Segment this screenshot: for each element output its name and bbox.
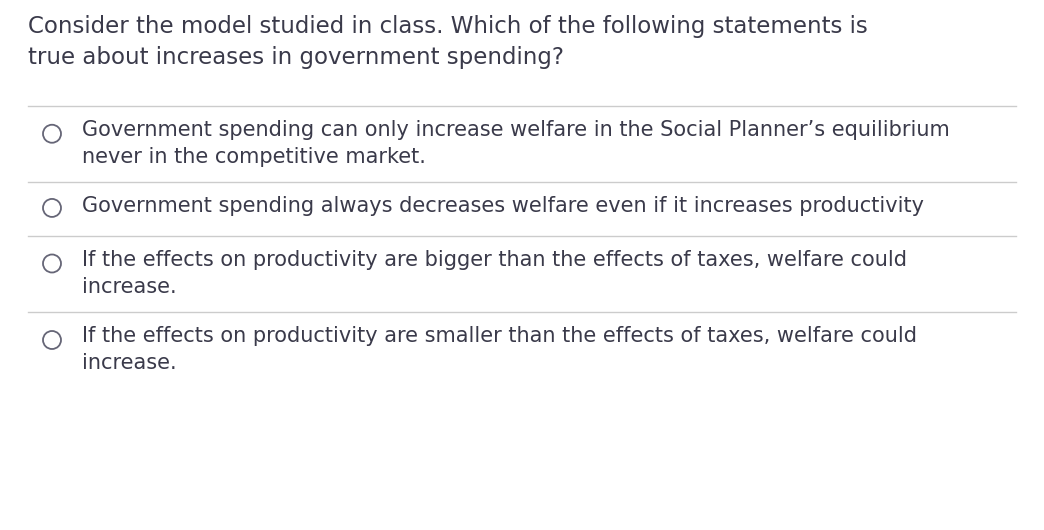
Text: If the effects on productivity are bigger than the effects of taxes, welfare cou: If the effects on productivity are bigge…: [82, 250, 907, 297]
Text: If the effects on productivity are smaller than the effects of taxes, welfare co: If the effects on productivity are small…: [82, 326, 917, 373]
Text: Government spending can only increase welfare in the Social Planner’s equilibriu: Government spending can only increase we…: [82, 120, 950, 167]
Text: Government spending always decreases welfare even if it increases productivity: Government spending always decreases wel…: [82, 196, 924, 216]
Text: Consider the model studied in class. Which of the following statements is
true a: Consider the model studied in class. Whi…: [28, 15, 868, 69]
